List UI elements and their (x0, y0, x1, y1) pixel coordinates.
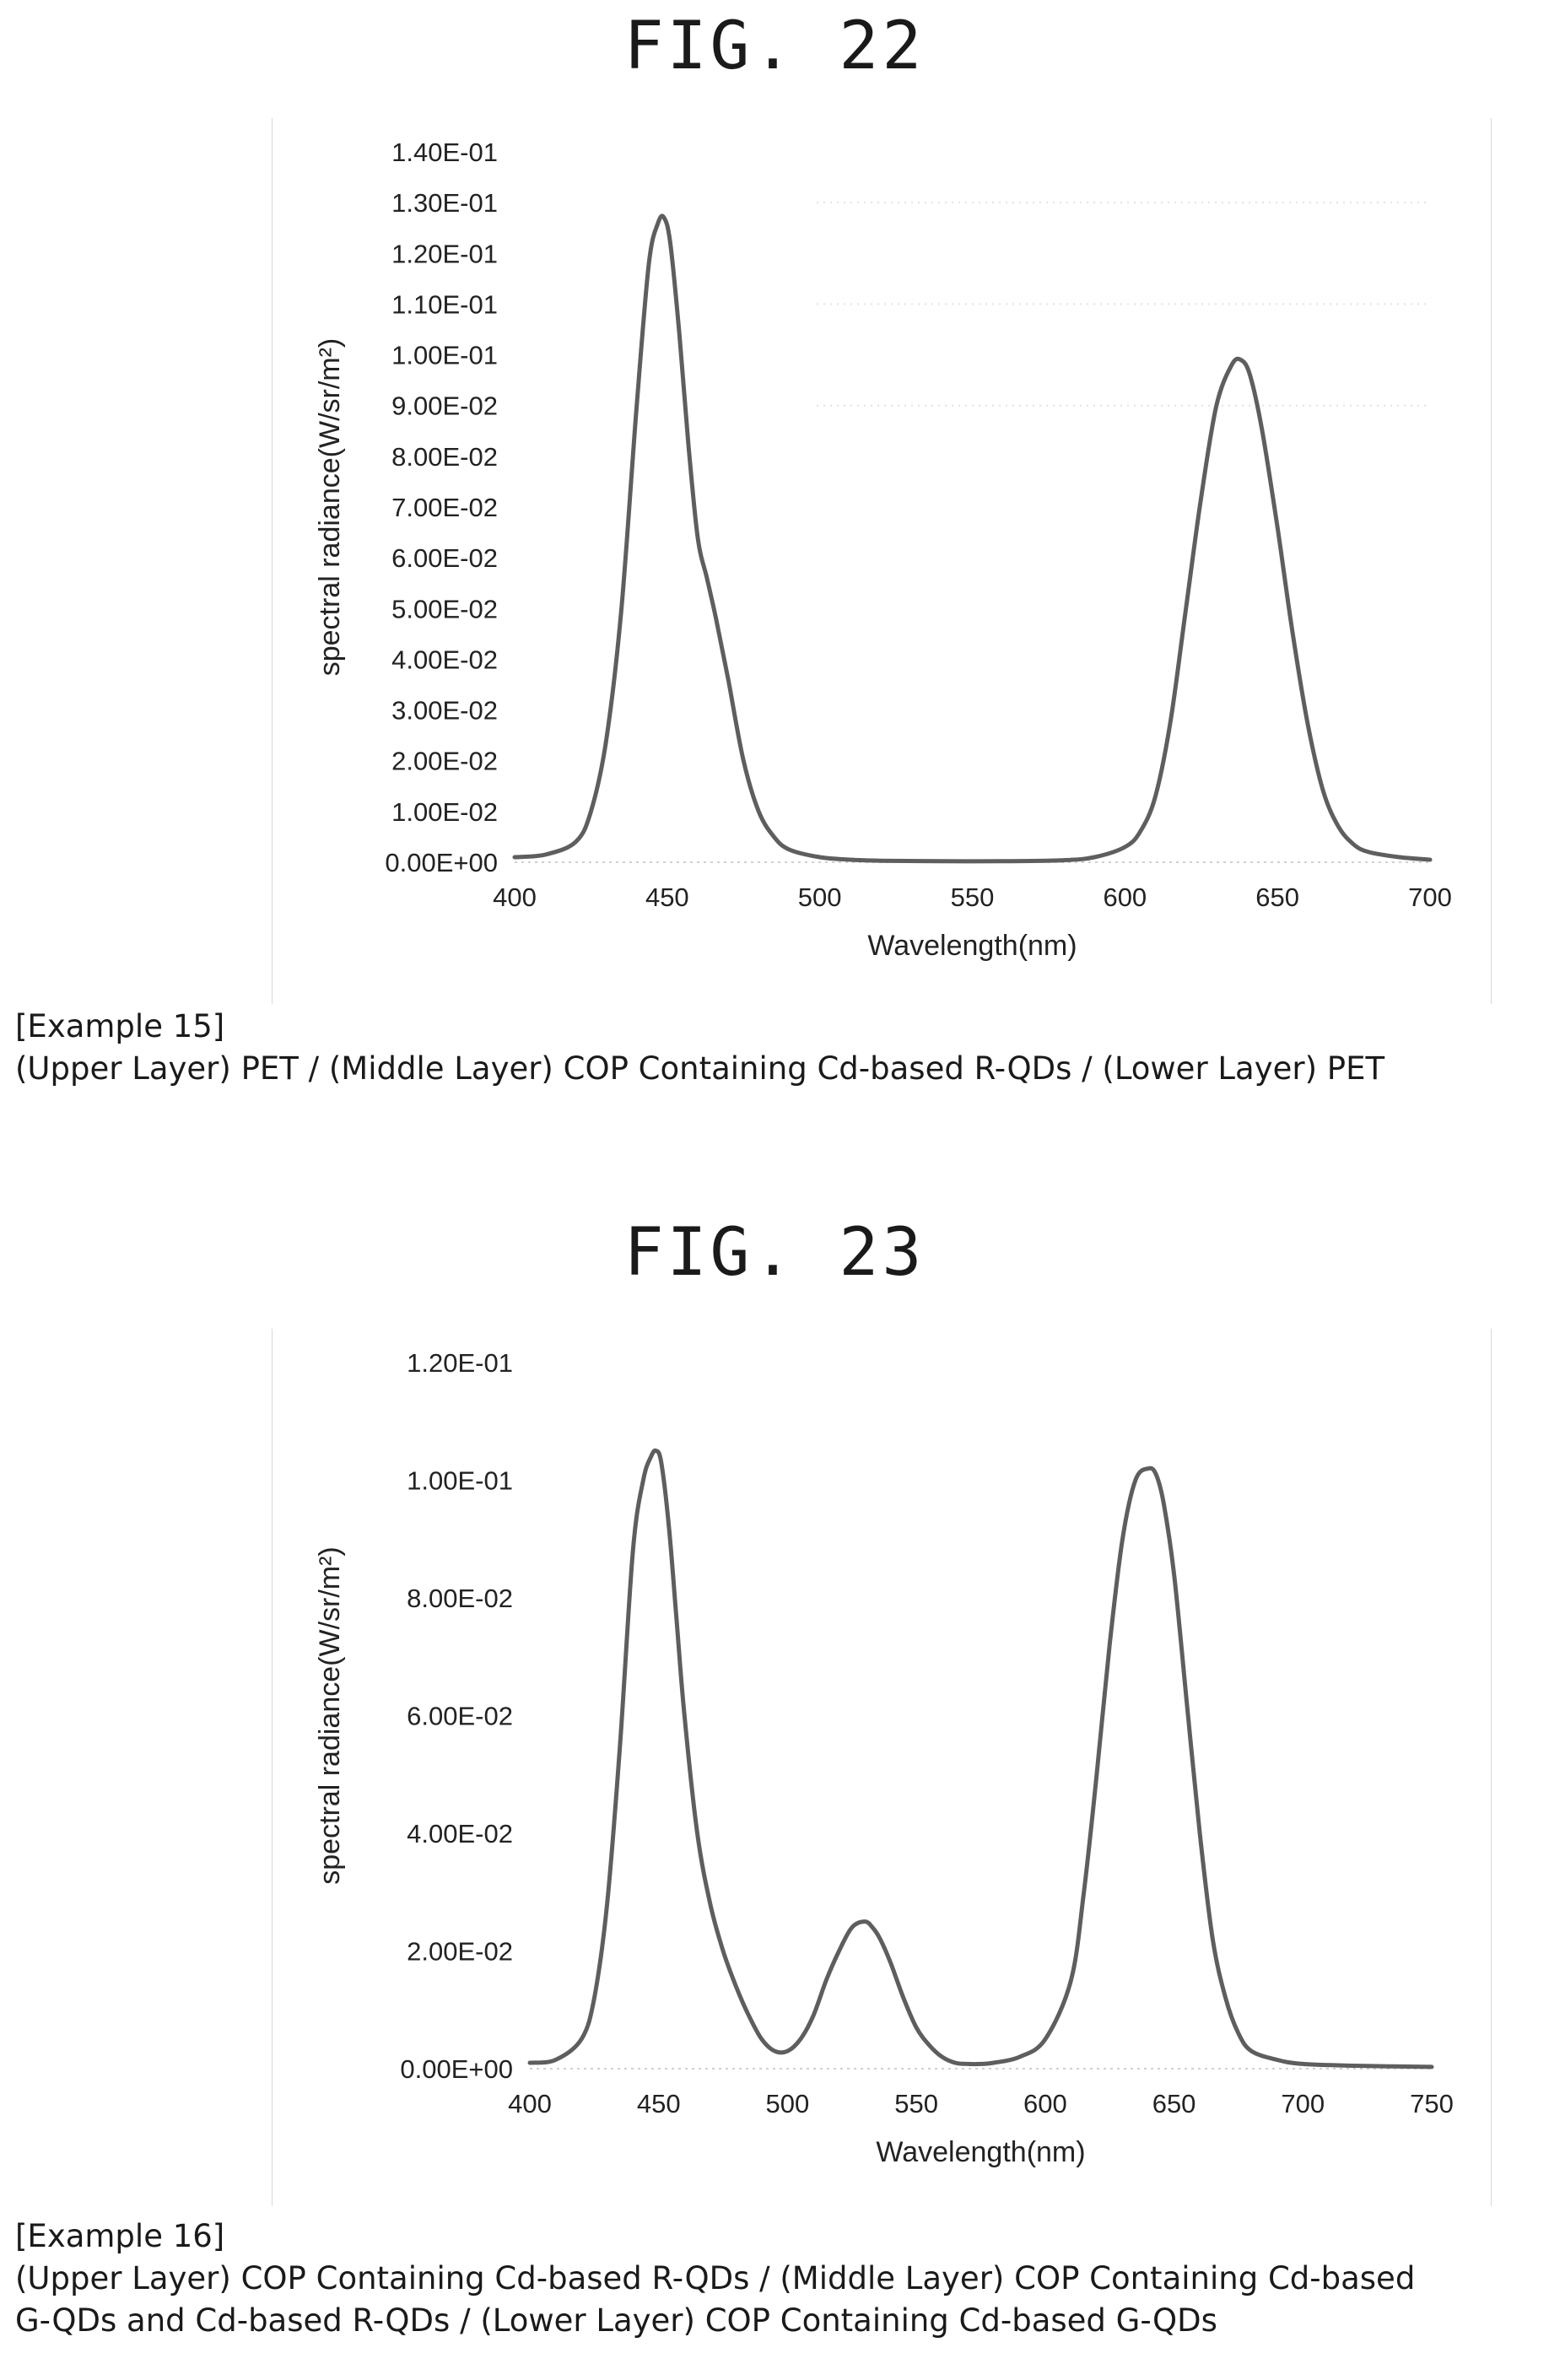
x-tick-label: 450 (637, 2089, 681, 2118)
x-tick-label: 650 (1152, 2089, 1196, 2118)
x-tick-label: 700 (1281, 2089, 1325, 2118)
x-tick-label: 700 (1408, 882, 1452, 912)
series-line (527, 1448, 1434, 2070)
x-tick-label: 400 (493, 882, 537, 912)
caption-title: [Example 16] (15, 2218, 225, 2254)
chart-panel-frame (272, 1329, 1492, 2206)
y-tick-label: 2.00E-02 (391, 747, 498, 776)
x-axis-title: Wavelength(nm) (876, 2136, 1085, 2168)
x-tick-label: 600 (1023, 2089, 1067, 2118)
x-tick-label: 550 (894, 2089, 938, 2118)
caption-line: G-QDs and Cd-based R-QDs / (Lower Layer)… (15, 2302, 1217, 2339)
y-tick-label: 0.00E+00 (400, 2054, 513, 2084)
y-tick-label: 1.00E-02 (391, 797, 498, 827)
x-tick-label: 650 (1255, 882, 1299, 912)
series-line (512, 213, 1433, 864)
figure-title: FIG. 22 (623, 8, 926, 84)
caption-example-16: [Example 16] (Upper Layer) COP Containin… (15, 2215, 1534, 2342)
y-tick-label: 6.00E-02 (407, 1702, 513, 1731)
x-tick-label: 550 (951, 882, 995, 912)
y-tick-label: 1.20E-01 (407, 1348, 513, 1378)
y-tick-label: 1.10E-01 (391, 289, 498, 319)
y-tick-label: 1.00E-01 (391, 341, 498, 370)
x-tick-label: 750 (1410, 2089, 1454, 2118)
y-tick-label: 4.00E-02 (407, 1819, 513, 1848)
caption-line: (Upper Layer) PET / (Middle Layer) COP C… (15, 1050, 1385, 1087)
spectrum-chart-fig23: 0.00E+00 2.00E-02 4.00E-02 6.00E-02 8.00E-02… (314, 1348, 1454, 2168)
y-tick-label: 1.30E-01 (391, 188, 498, 218)
y-tick-label: 1.00E-01 (407, 1466, 513, 1496)
caption-line: (Upper Layer) COP Containing Cd-based R-… (15, 2260, 1416, 2296)
chart-panel-frame (272, 118, 1492, 1004)
y-tick-label: 8.00E-02 (391, 442, 498, 472)
y-tick-label: 1.20E-01 (391, 239, 498, 268)
x-tick-label: 600 (1103, 882, 1147, 912)
x-tick-label: 500 (798, 882, 842, 912)
y-tick-label: 3.00E-02 (391, 696, 498, 726)
figure-title: FIG. 23 (623, 1215, 926, 1291)
x-tick-label: 450 (645, 882, 689, 912)
y-tick-label: 2.00E-02 (407, 1937, 513, 1967)
y-tick-label: 6.00E-02 (391, 543, 498, 573)
y-tick-label: 9.00E-02 (391, 391, 498, 421)
x-tick-label: 500 (766, 2089, 810, 2118)
caption-example-15: [Example 15] (Upper Layer) PET / (Middle… (15, 1006, 1534, 1090)
spectrum-chart-fig22: 0.00E+00 1.00E-02 2.00E-02 3.00E-02 4.00E-02… (314, 138, 1452, 962)
y-tick-label: 8.00E-02 (407, 1584, 513, 1613)
y-tick-label: 5.00E-02 (391, 594, 498, 623)
y-tick-label: 0.00E+00 (385, 848, 498, 877)
y-axis-title: spectral radiance(W/sr/m²) (314, 338, 346, 677)
y-tick-label: 1.40E-01 (391, 138, 498, 167)
y-axis-title: spectral radiance(W/sr/m²) (314, 1546, 346, 1885)
x-axis-title: Wavelength(nm) (867, 930, 1077, 962)
caption-title: [Example 15] (15, 1008, 225, 1044)
y-tick-label: 7.00E-02 (391, 493, 498, 522)
x-tick-label: 400 (508, 2089, 552, 2118)
y-tick-label: 4.00E-02 (391, 645, 498, 674)
